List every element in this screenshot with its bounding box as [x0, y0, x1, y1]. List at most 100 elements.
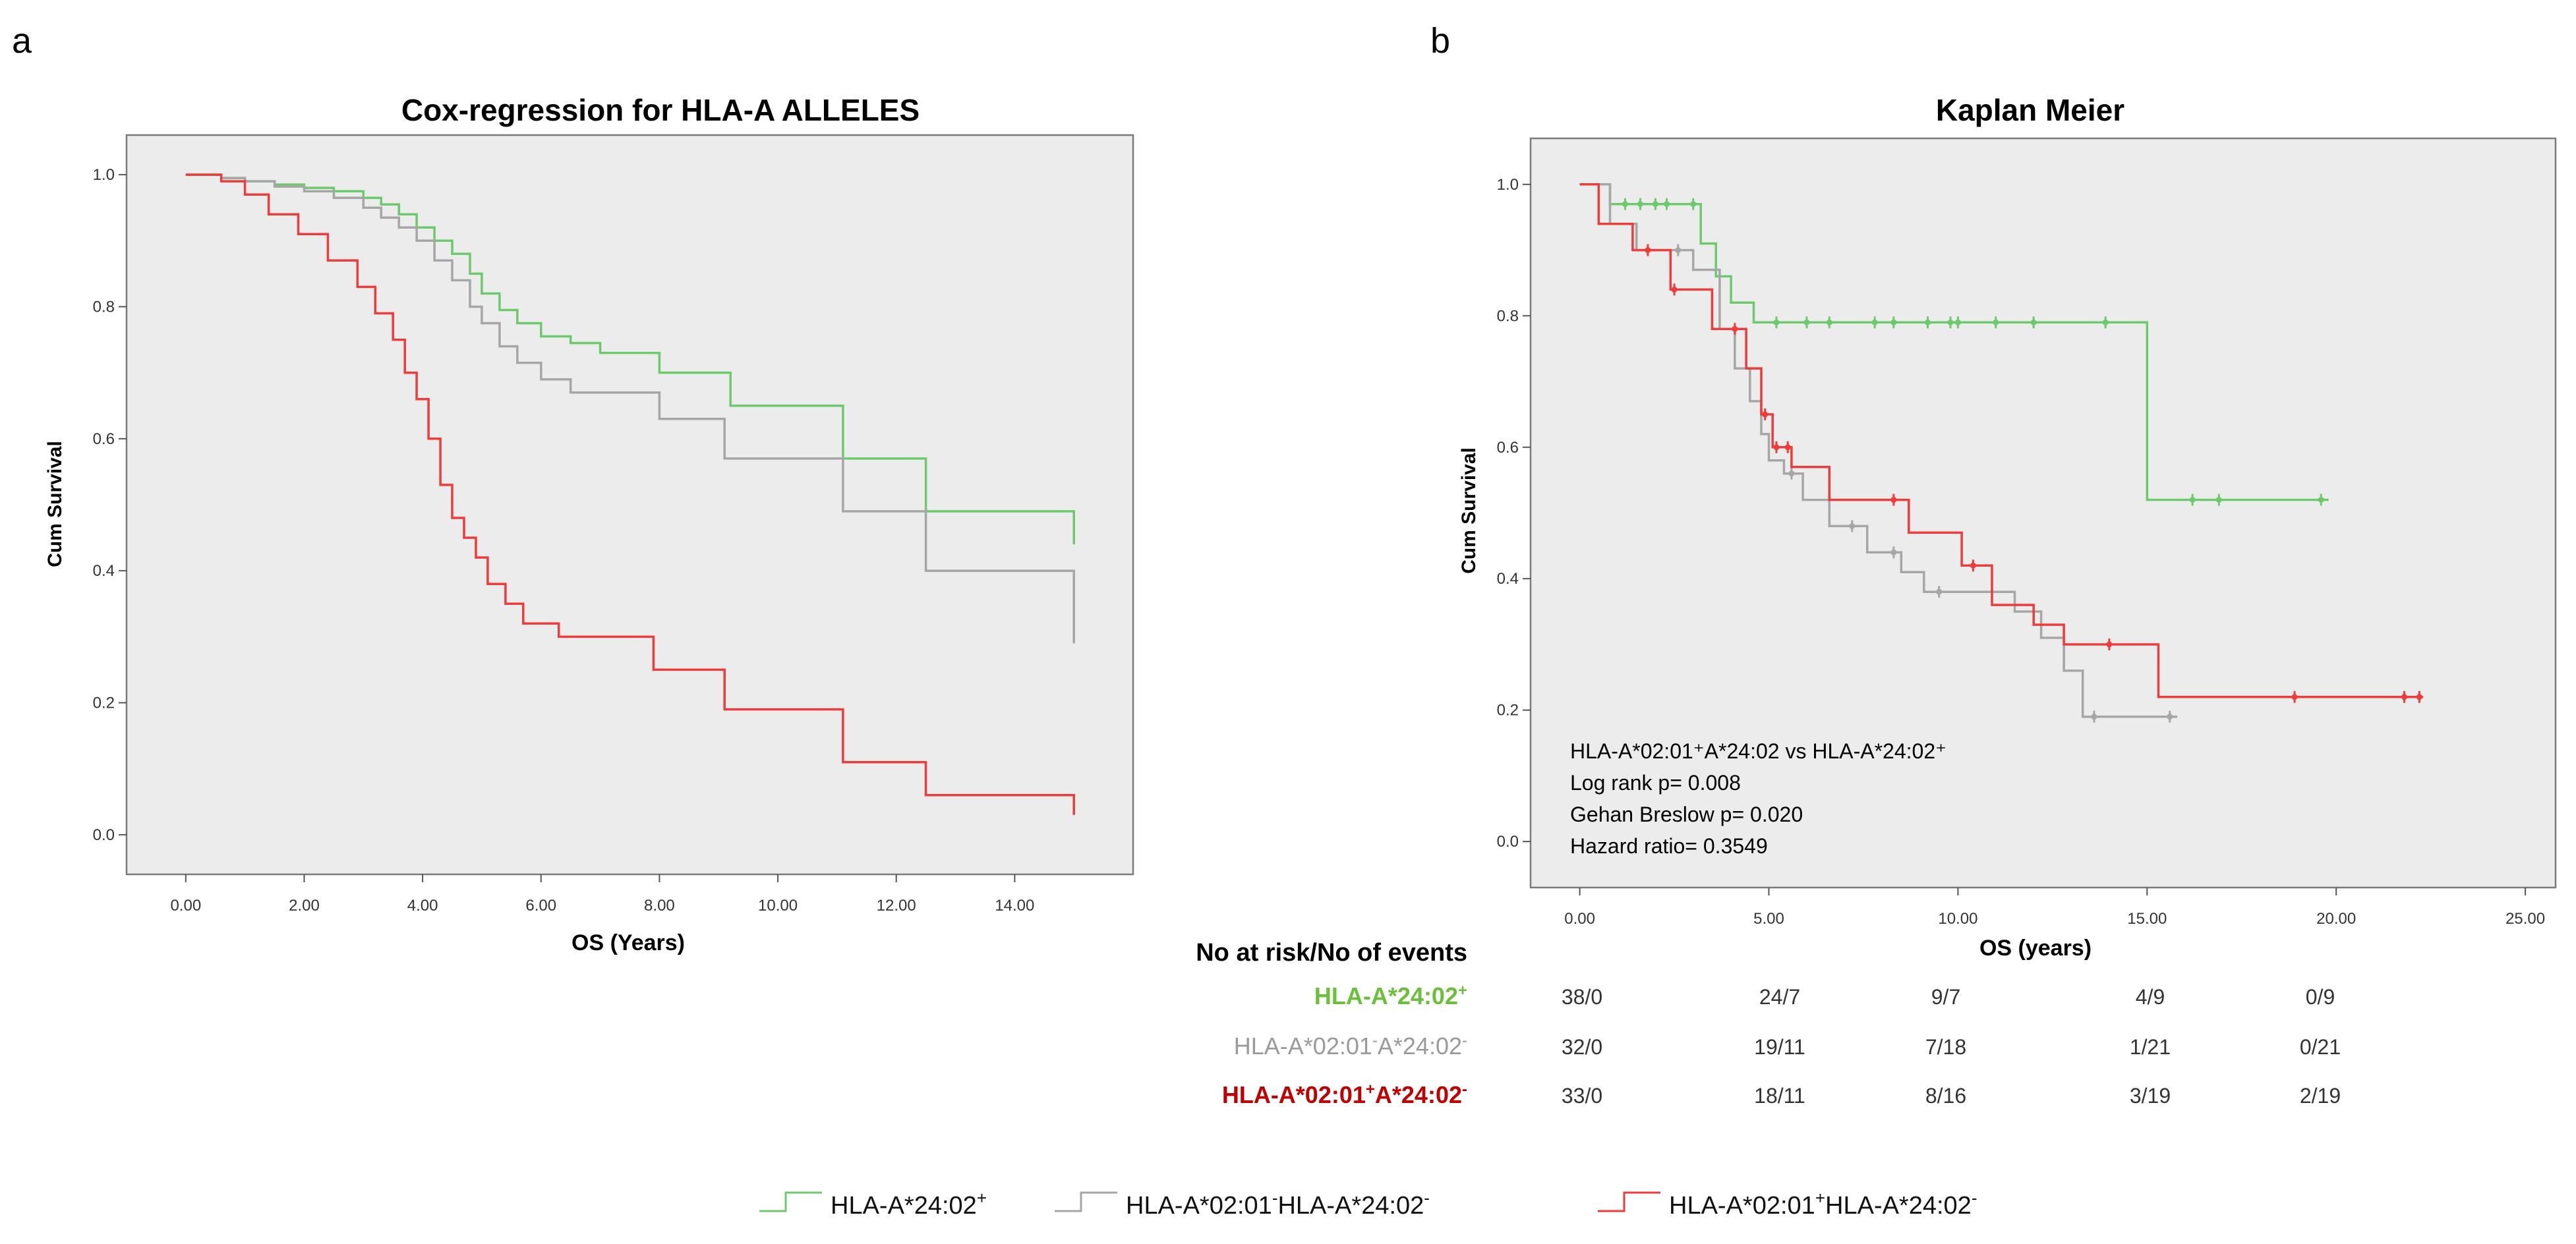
risk-row-label-part: HLA-A*02:01: [1222, 1081, 1366, 1108]
y-tick-label: 0.0: [93, 826, 115, 844]
censor-dot-green: [1947, 319, 1954, 325]
risk-table-cell: 18/11: [1754, 1084, 1805, 1108]
censor-dot-green: [2102, 319, 2109, 325]
x-tick-label: 2.00: [289, 897, 320, 915]
censor-dot-green: [2030, 319, 2037, 325]
censor-dot-gray: [1788, 470, 1795, 477]
annotation-gehan-breslow: Gehan Breslow p= 0.020: [1570, 803, 1803, 826]
risk-row-label-part: -: [1462, 1081, 1467, 1098]
y-tick-label: 0.8: [1497, 307, 1519, 325]
censor-dot-green: [1664, 201, 1670, 208]
risk-row-label: HLA-A*02:01-A*24:02-: [1234, 1032, 1467, 1060]
risk-table-cell: 38/0: [1562, 985, 1602, 1009]
censor-dot-red: [1773, 444, 1780, 451]
annotation-log-rank: Log rank p= 0.008: [1570, 771, 1741, 795]
x-tick-label: 14.00: [995, 897, 1034, 915]
chart-b-plot-area: [1529, 137, 2557, 889]
series-line-red: [185, 173, 1075, 815]
y-tick-label: 0.4: [93, 562, 115, 580]
risk-table-cell: 33/0: [1562, 1084, 1602, 1108]
risk-table-cell: 0/21: [2300, 1035, 2341, 1059]
risk-row-label-part: +: [1366, 1081, 1375, 1098]
censor-dot-green: [1993, 319, 1999, 325]
risk-row-label-part: A*24:02: [1378, 1032, 1462, 1060]
y-tick-label: 0.6: [93, 430, 115, 448]
censor-dot-green: [2318, 497, 2324, 503]
risk-row-label-part: -: [1372, 1032, 1378, 1050]
censor-dot-green: [1954, 319, 1961, 325]
legend-label-part: -: [1972, 1188, 1977, 1208]
censor-dot-green: [1826, 319, 1832, 325]
legend-label-part: -: [1424, 1188, 1430, 1208]
censor-dot-gray: [1890, 549, 1897, 555]
legend-label-part: +: [977, 1188, 987, 1208]
chart-a-xlabel: OS (Years): [571, 930, 685, 955]
chart-a-title: Cox-regression for HLA-A ALLELES: [401, 93, 920, 127]
cox-regression-chart: Cox-regression for HLA-A ALLELES 0.00 2.0…: [44, 93, 1134, 955]
censor-dot-green: [1803, 319, 1810, 325]
censor-dot-green: [1773, 319, 1780, 325]
chart-a-plot-area: [125, 134, 1134, 876]
risk-table-cell: 3/19: [2130, 1084, 2171, 1108]
legend-label-part: HLA-A*24:02: [1277, 1192, 1424, 1220]
legend-swatch-red: [1598, 1191, 1660, 1212]
x-tick-label: 0.00: [170, 897, 201, 915]
series-line-gray: [185, 173, 1075, 644]
series-line-red: [1579, 183, 2424, 698]
x-tick-label: 5.00: [1753, 910, 1784, 928]
risk-table-cell: 19/11: [1754, 1035, 1805, 1059]
x-tick-label: 8.00: [644, 897, 675, 915]
legend-label-part: +: [1815, 1188, 1825, 1208]
chart-b-title: Kaplan Meier: [1936, 93, 2124, 127]
censor-dot-gray: [1849, 523, 1856, 529]
legend-swatch-green: [759, 1191, 822, 1212]
panel-label-b: b: [1430, 21, 1450, 61]
censor-dot-red: [2416, 694, 2422, 700]
legend-label-part: HLA-A*24:02: [831, 1192, 977, 1220]
risk-table-cell: 9/7: [1931, 985, 1960, 1009]
x-tick-label: 4.00: [407, 897, 438, 915]
legend-label: HLA-A*02:01-HLA-A*24:02-: [1126, 1188, 1430, 1220]
x-tick-label: 0.00: [1564, 910, 1595, 928]
legend-label-part: HLA-A*02:01: [1669, 1192, 1815, 1220]
risk-table-cell: 24/7: [1759, 985, 1800, 1009]
x-tick-label: 25.00: [2505, 910, 2545, 928]
risk-row-label: HLA-A*02:01+A*24:02-: [1222, 1081, 1467, 1109]
chart-a-axes: 0.00 2.00 4.00 6.00 8.00 10.00 12.00 14.00 0.0 0.…: [93, 166, 1035, 915]
censor-dot-gray: [2167, 714, 2173, 720]
y-tick-label: 0.8: [93, 298, 115, 316]
censor-dot-red: [1762, 411, 1769, 418]
x-tick-label: 15.00: [2127, 910, 2167, 928]
risk-table-cell: 4/9: [2136, 985, 2165, 1009]
censor-dot-red: [1732, 325, 1738, 332]
censor-dot-gray: [1675, 247, 1682, 254]
legend-label: HLA-A*02:01+HLA-A*24:02-: [1669, 1188, 1977, 1220]
risk-row-label-part: HLA-A*24:02: [1314, 982, 1458, 1009]
chart-b-axes: 0.00 5.00 10.00 15.00 20.00 25.00 0.0 0.2 0.4 0.6…: [1497, 176, 2546, 928]
censor-dot-gray: [1936, 588, 1943, 595]
censor-dot-green: [1652, 201, 1658, 208]
censor-dot-green: [1871, 319, 1878, 325]
censor-dot-red: [2106, 641, 2113, 648]
censor-dot-red: [2401, 694, 2407, 700]
legend: HLA-A*24:02+ HLA-A*02:01-HLA-A*24:02- HLA-…: [759, 1188, 1977, 1220]
censor-dot-red: [1645, 247, 1651, 254]
y-tick-label: 0.2: [1497, 702, 1519, 720]
y-tick-label: 0.0: [1497, 833, 1519, 851]
risk-row-label-part: +: [1458, 982, 1467, 1000]
chart-b-ylabel: Cum Survival: [1458, 447, 1480, 574]
y-tick-label: 1.0: [93, 166, 115, 184]
risk-row-label-part: A*24:02: [1375, 1081, 1462, 1108]
censor-dot-red: [2291, 694, 2298, 700]
kaplan-meier-chart: Kaplan Meier 0.00 5.00 10.00 15.00 20.00 25.0…: [1458, 93, 2557, 961]
x-tick-label: 12.00: [877, 897, 916, 915]
chart-b-series: [1579, 183, 2424, 723]
risk-table-cell: 1/21: [2130, 1035, 2171, 1059]
censor-dot-green: [1622, 201, 1628, 208]
risk-table-cell: 32/0: [1562, 1035, 1602, 1059]
legend-label-part: HLA-A*02:01: [1126, 1192, 1272, 1220]
censor-dot-green: [1924, 319, 1931, 325]
chart-a-ylabel: Cum Survival: [44, 441, 66, 567]
censor-dot-red: [1784, 444, 1791, 451]
